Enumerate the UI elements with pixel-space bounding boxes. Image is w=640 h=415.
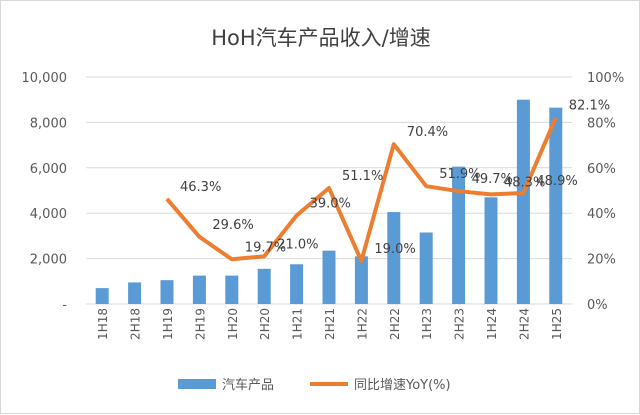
line-point [490, 193, 492, 195]
chart-title: HoH汽车产品收入/增速 [211, 26, 431, 50]
bar [192, 275, 206, 304]
line-point [328, 187, 330, 189]
x-tick-label: 1H24 [485, 308, 499, 340]
bar [160, 280, 174, 304]
x-tick-label: 2H23 [453, 308, 467, 340]
line-point [296, 214, 298, 216]
data-label: 82.1% [569, 99, 610, 114]
bar [452, 166, 466, 304]
line-point [458, 190, 460, 192]
line-point [555, 117, 557, 119]
data-label: 70.4% [407, 125, 448, 140]
bar [484, 197, 498, 304]
y-left-tick-label: 4,000 [30, 207, 67, 222]
x-tick-label: 2H21 [323, 308, 337, 340]
y-right-tick-label: 0% [587, 298, 608, 313]
legend-label: 汽车产品 [222, 377, 274, 393]
y-left-tick-label: 2,000 [30, 253, 67, 268]
data-label: 51.9% [439, 167, 480, 182]
x-tick-label: 1H22 [355, 308, 369, 340]
data-label: 49.7% [472, 172, 513, 187]
x-tick-label: 1H19 [161, 308, 175, 340]
data-label: 29.6% [212, 218, 253, 233]
line-point [166, 198, 168, 200]
data-label: 46.3% [180, 180, 221, 195]
bar [290, 264, 304, 304]
y-right-tick-label: 60% [587, 162, 616, 177]
legend-label: 同比增速YoY(%) [354, 378, 451, 393]
bar [225, 275, 239, 304]
bar [257, 268, 271, 304]
x-tick-label: 1H18 [96, 308, 110, 340]
bar [128, 282, 142, 304]
line-point [393, 143, 395, 145]
y-left-tick-label: - [62, 298, 67, 313]
line-point [198, 236, 200, 238]
y-right-tick-label: 100% [587, 71, 624, 86]
data-label: 21.0% [277, 237, 318, 252]
bar [322, 250, 336, 304]
data-label: 39.0% [310, 196, 351, 211]
y-left-tick-label: 8,000 [30, 116, 67, 131]
x-tick-label: 2H20 [258, 308, 272, 340]
y-right-tick-label: 20% [587, 253, 616, 268]
y-left-tick-label: 10,000 [22, 71, 68, 86]
x-tick-label: 1H21 [291, 308, 305, 340]
legend-bar-swatch [178, 379, 216, 389]
y-left-tick-label: 6,000 [30, 162, 67, 177]
data-label: 48.3% [504, 175, 545, 190]
line-point [263, 255, 265, 257]
bar [354, 256, 368, 304]
line-point [425, 185, 427, 187]
bar [387, 212, 401, 304]
x-tick-label: 1H25 [550, 308, 564, 340]
x-tick-label: 2H18 [129, 308, 143, 340]
data-label: 19.7% [245, 240, 286, 255]
data-label: 19.0% [374, 242, 415, 257]
bar [95, 288, 109, 304]
y-right-tick-label: 80% [587, 116, 616, 131]
x-tick-label: 1H23 [420, 308, 434, 340]
x-tick-label: 2H24 [517, 308, 531, 340]
bar [419, 232, 433, 304]
data-label: 48.9% [536, 174, 577, 189]
line-point [522, 192, 524, 194]
bar [516, 99, 530, 304]
data-label: 51.1% [342, 169, 383, 184]
line-point [231, 258, 233, 260]
y-right-tick-label: 40% [587, 207, 616, 222]
x-tick-label: 2H19 [193, 308, 207, 340]
bar [549, 107, 563, 305]
line-point [360, 260, 362, 262]
x-tick-label: 2H22 [388, 308, 402, 340]
x-tick-label: 1H20 [226, 308, 240, 340]
